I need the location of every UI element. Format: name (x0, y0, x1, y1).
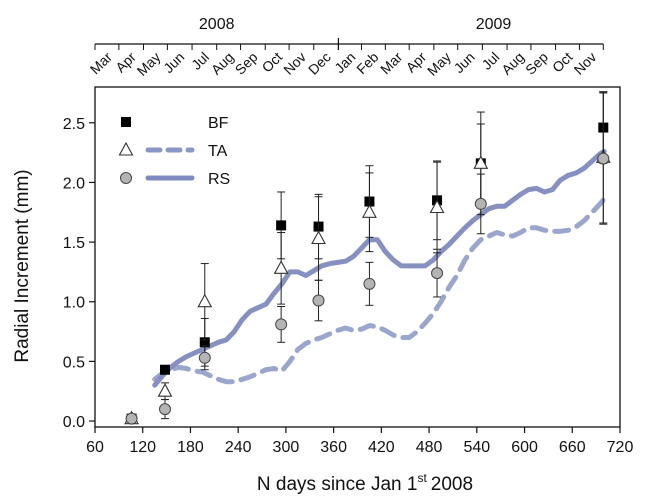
data-point-ta (157, 383, 173, 397)
data-point-rs (431, 267, 444, 280)
month-label: Jul (188, 49, 212, 73)
series-line-rs (152, 148, 607, 388)
x-tick-label: 540 (463, 439, 490, 456)
data-point-ta (273, 260, 289, 274)
data-point-rs (312, 294, 325, 307)
x-tick-label: 660 (559, 439, 586, 456)
month-label: May (424, 49, 454, 79)
month-label: Jun (160, 49, 187, 76)
legend-marker-ta (118, 141, 134, 156)
y-axis-label: Radial Increment (mm) (12, 169, 33, 362)
month-label: Nov (280, 49, 309, 78)
legend-marker-bf (121, 117, 131, 127)
data-point-ta (311, 230, 326, 245)
year-label: 2009 (476, 16, 512, 33)
data-point-ta (473, 155, 489, 169)
data-point-bf (276, 220, 287, 231)
data-point-rs (125, 412, 138, 425)
x-tick-label: 420 (368, 439, 395, 456)
data-point-rs (597, 152, 610, 165)
month-label: Feb (353, 49, 382, 78)
legend-label: RS (208, 171, 230, 188)
month-label: Sep (232, 49, 261, 78)
legend-label: BF (208, 115, 229, 132)
x-tick-label: 60 (86, 439, 104, 456)
x-axis-label-year: 2008 (431, 474, 473, 495)
legend-label: TA (208, 143, 228, 160)
legend-marker-rs (120, 172, 132, 184)
y-axis: 0.0 0.5 1.0 1.5 2.0 2.5 (63, 116, 95, 431)
y-tick-label: 1.0 (63, 295, 85, 312)
data-point-ta (362, 204, 377, 218)
data-point-bf (160, 364, 170, 375)
trend-lines (152, 148, 607, 388)
y-tick-label: 0.0 (63, 414, 85, 431)
month-label: Sep (522, 49, 551, 78)
y-tick-label: 2.0 (63, 175, 85, 192)
x-tick-label: 180 (177, 439, 204, 456)
x-axis-label-main: N days since Jan 1 (257, 474, 418, 495)
month-label: Nov (571, 49, 600, 78)
data-point-bf (199, 337, 210, 348)
data-points (124, 91, 611, 425)
month-label: Dec (305, 49, 334, 78)
x-tick-label: 480 (416, 439, 443, 456)
x-tick-label: 300 (273, 439, 300, 456)
data-point-ta (429, 199, 445, 214)
data-point-ta (197, 293, 213, 308)
data-point-rs (159, 403, 171, 416)
legend: BF TA RS (118, 115, 230, 188)
data-point-rs (275, 318, 288, 331)
month-label: Mar (377, 49, 406, 78)
month-label: Jul (478, 49, 502, 73)
x-axis: 60 120 180 240 300 360 420 480 540 600 660 720 (86, 427, 633, 456)
month-label: Jun (451, 49, 478, 76)
y-tick-label: 0.5 (63, 354, 85, 371)
data-point-rs (363, 277, 376, 290)
month-label: Oct (259, 49, 286, 76)
data-point-rs (474, 197, 487, 210)
year-label: 2008 (199, 16, 235, 33)
x-axis-label-sup: st (417, 471, 427, 485)
x-tick-label: 120 (129, 439, 156, 456)
x-tick-label: 600 (511, 439, 538, 456)
x-tick-label: 240 (225, 439, 252, 456)
month-label: Apr (403, 49, 430, 76)
month-label: Aug (208, 49, 237, 78)
series-line-ta (152, 196, 607, 385)
month-label: Aug (498, 49, 527, 78)
month-label: Jan (331, 49, 358, 76)
month-label: Apr (112, 49, 139, 76)
month-label: Mar (87, 49, 116, 78)
plot-frame (94, 86, 621, 428)
x-tick-label: 360 (320, 439, 347, 456)
x-axis-label: N days since Jan 1st 2008 (257, 471, 473, 495)
month-label: May (134, 49, 164, 79)
y-tick-label: 1.5 (63, 235, 85, 252)
month-label: Oct (549, 49, 576, 76)
x-tick-label: 720 (607, 439, 634, 456)
y-tick-label: 2.5 (63, 116, 85, 133)
data-point-rs (198, 351, 211, 364)
